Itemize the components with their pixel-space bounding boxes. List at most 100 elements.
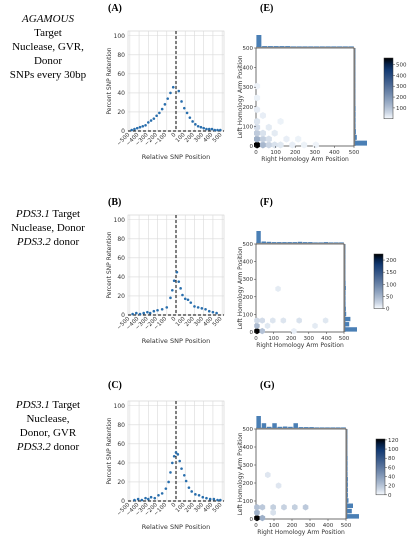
top-hist-bar bbox=[302, 242, 308, 243]
data-point bbox=[212, 497, 216, 501]
hexbin-cell bbox=[291, 327, 297, 335]
y-tick-label: 100 bbox=[114, 217, 126, 224]
data-point bbox=[183, 297, 187, 301]
y-tick-label: 40 bbox=[117, 274, 125, 281]
data-point bbox=[160, 492, 164, 495]
hexbin-cell bbox=[301, 141, 308, 149]
x-tick-label: 200 bbox=[286, 336, 297, 342]
right-hist-bar bbox=[347, 461, 348, 466]
colorbar-tick-label: 40 bbox=[388, 475, 395, 481]
data-point bbox=[157, 493, 160, 497]
data-point bbox=[133, 127, 136, 131]
data-point bbox=[165, 306, 169, 309]
data-point bbox=[194, 493, 197, 496]
data-point bbox=[147, 497, 150, 501]
top-hist-bar bbox=[304, 427, 309, 428]
hexbin-cell bbox=[254, 82, 261, 90]
colorbar-tick-label: 60 bbox=[388, 465, 395, 471]
hexbin-cell bbox=[322, 317, 329, 324]
top-hist-bar bbox=[348, 46, 354, 47]
top-hist-bar bbox=[296, 46, 302, 47]
right-hist-bar bbox=[347, 508, 352, 514]
hexbin-cell bbox=[277, 117, 284, 125]
top-hist-bar bbox=[272, 423, 277, 428]
y-tick-label: 40 bbox=[117, 90, 125, 97]
right-hist-bar bbox=[355, 140, 367, 146]
data-point bbox=[167, 480, 170, 484]
colorbar bbox=[375, 438, 386, 496]
right-hist-bar bbox=[347, 498, 349, 503]
right-hist-bar bbox=[347, 492, 348, 498]
right-hist-bar bbox=[345, 316, 351, 322]
y-tick-label: 40 bbox=[117, 460, 125, 467]
y-axis-label: Percent SNP Retention bbox=[106, 417, 113, 484]
x-tick-label: 500 bbox=[339, 336, 350, 342]
hexbin-cell bbox=[254, 106, 261, 114]
hexbin-cell bbox=[259, 141, 266, 149]
hexbin-cell bbox=[264, 322, 271, 329]
colorbar bbox=[383, 57, 394, 120]
x-tick-label: 400 bbox=[323, 523, 334, 529]
data-point bbox=[148, 311, 152, 315]
right-hist-bar bbox=[345, 306, 346, 311]
data-point bbox=[189, 301, 193, 304]
data-point bbox=[166, 97, 169, 100]
hexbin-cell bbox=[302, 503, 309, 511]
row-label-line: Donor bbox=[33, 55, 63, 67]
y-axis-label: Left Homology Arm Position bbox=[237, 55, 244, 138]
y-tick-label: 100 bbox=[114, 403, 126, 410]
row-label-c: PDS3.1 Target Nuclease, Donor, GVR PDS3.2 d… bbox=[2, 398, 94, 454]
colorbar-tick-label: 0 bbox=[388, 493, 392, 499]
hexbin-cell bbox=[312, 322, 318, 329]
top-hist-bar bbox=[266, 241, 272, 243]
x-tick-label: 500 bbox=[341, 523, 352, 529]
y-tick-label: 100 bbox=[243, 499, 254, 505]
hexbin-cell bbox=[295, 135, 302, 143]
colorbar-tick-label: 50 bbox=[386, 294, 393, 300]
panel-letter-e: (E) bbox=[260, 3, 274, 14]
top-hist-bar bbox=[335, 427, 341, 428]
hexbin-cell bbox=[254, 514, 260, 522]
x-axis-label: Right Homology Arm Position bbox=[257, 529, 345, 536]
y-tick-label: 60 bbox=[117, 255, 125, 262]
x-tick-label: 0 bbox=[171, 502, 178, 509]
right-hist-bar bbox=[347, 514, 359, 519]
data-point bbox=[196, 124, 200, 128]
data-point bbox=[205, 127, 208, 131]
right-hist-bar bbox=[345, 327, 357, 332]
y-tick-label: 400 bbox=[243, 260, 254, 266]
y-tick-label: 300 bbox=[243, 463, 254, 469]
x-tick-label: 300 bbox=[310, 150, 321, 156]
x-tick-label: 0 bbox=[254, 150, 258, 156]
data-point bbox=[164, 487, 168, 490]
top-hist-bar bbox=[256, 35, 262, 47]
data-point bbox=[140, 498, 144, 502]
hexbin-cell bbox=[254, 327, 260, 335]
y-tick-label: 300 bbox=[243, 85, 254, 91]
top-hist-bar bbox=[328, 242, 334, 243]
top-hist-bar bbox=[256, 416, 261, 428]
row-label-segment: PDS3.1 bbox=[15, 399, 50, 411]
colorbar-tick-label: 100 bbox=[386, 282, 397, 288]
data-point bbox=[187, 486, 191, 489]
data-point bbox=[176, 453, 180, 456]
data-point bbox=[144, 123, 147, 127]
hexbin-cell bbox=[254, 94, 261, 102]
x-tick-label: 400 bbox=[321, 336, 332, 342]
top-hist-bar bbox=[282, 426, 288, 428]
top-hist-bar bbox=[262, 46, 268, 47]
data-point bbox=[211, 310, 215, 314]
x-tick-label: 500 bbox=[212, 132, 224, 144]
hexbin-cell bbox=[291, 503, 298, 511]
hexbin-cell bbox=[254, 503, 260, 511]
top-hist-bar bbox=[273, 46, 279, 47]
right-hist-bar bbox=[345, 322, 350, 327]
top-hist-bar bbox=[330, 427, 336, 428]
top-hist-bar bbox=[285, 46, 291, 47]
x-axis-label: Right Homology Arm Position bbox=[261, 156, 349, 163]
top-hist-bar bbox=[292, 242, 298, 243]
data-point bbox=[160, 107, 164, 111]
data-point bbox=[215, 311, 218, 315]
